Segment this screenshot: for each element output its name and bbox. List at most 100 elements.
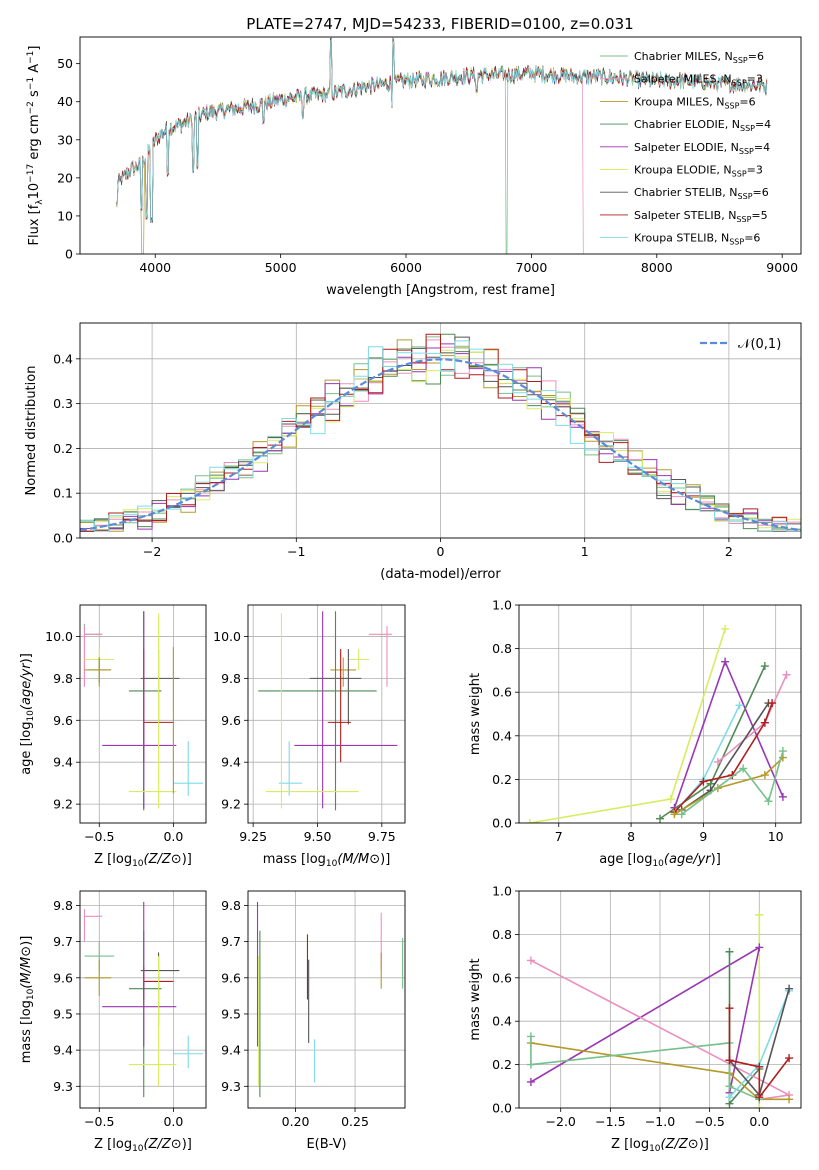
y-tick-label: 9.4 (221, 755, 241, 770)
legend-nssp: =5 (751, 209, 767, 222)
weight-marker (739, 764, 748, 773)
y-tick-label: 0.6 (492, 970, 512, 985)
label-part: (M/M⊙ (337, 852, 380, 867)
x-tick-label: −2 (143, 544, 161, 559)
y-tick-label: 0.4 (492, 728, 512, 743)
weight-line-chabrier-miles (530, 1036, 760, 1101)
weight-marker (782, 670, 791, 679)
weight-marker (760, 771, 769, 780)
errorbar-point-kroupa-miles (84, 657, 112, 687)
y-label-part: −17 (26, 164, 36, 183)
errorbar-point-kroupa-stelib (173, 741, 204, 796)
y-label-part: 10 (27, 183, 42, 200)
y-tick-label: 10.0 (45, 629, 73, 644)
label-sub: 10 (652, 859, 664, 869)
label-part: Z [log (94, 1137, 132, 1152)
y-tick-label: 0.8 (492, 641, 512, 656)
x-tick-label: 0.0 (163, 829, 183, 844)
legend-model: Chabrier MILES, N (634, 50, 733, 63)
x-tick-label: −0.5 (694, 1114, 724, 1129)
weight-marker (755, 1093, 764, 1102)
weight-marker (656, 814, 664, 823)
weight-marker (666, 795, 675, 804)
weight-marker (755, 943, 764, 952)
axes-frame (79, 322, 802, 539)
y-tick-label: 1.0 (492, 884, 512, 899)
x-tick-label: −0.5 (84, 1114, 114, 1129)
weight-marker (760, 662, 769, 671)
weight-marker (755, 910, 764, 919)
weight-marker (526, 956, 535, 965)
legend-nssp: =6 (753, 186, 769, 199)
legend-entry: Chabrier STELIB, NSSP=6 (634, 186, 769, 201)
y-tick-label: 30 (57, 132, 73, 147)
y-tick-label: 9.2 (53, 797, 73, 812)
y-tick-label: 9.6 (53, 713, 73, 728)
weight-marker (670, 810, 679, 819)
legend-entry: Chabrier ELODIE, NSSP=4 (634, 118, 771, 133)
legend-entry: Kroupa MILES, NSSP=6 (634, 95, 756, 110)
weight-marker (755, 1104, 764, 1108)
legend-sub: SSP (724, 101, 739, 110)
legend-sub: SSP (738, 192, 753, 201)
plot-area-residuals (80, 323, 801, 538)
y-tick-label: 0.4 (492, 1014, 512, 1029)
label-part: (age/yr (664, 852, 712, 867)
weight-marker (721, 657, 730, 666)
y-tick-label: 20 (57, 170, 73, 185)
legend-nssp: =4 (755, 118, 771, 131)
label-part: )] (711, 852, 721, 867)
y-tick-label: 9.8 (53, 898, 73, 913)
y-tick-label: 9.5 (53, 1006, 73, 1021)
plot-area-age-vs-mass (248, 605, 405, 823)
label-sub: 10 (649, 1144, 661, 1154)
errorbar-point-kroupa-elodie (128, 956, 177, 1087)
y-tick-label: 40 (57, 94, 73, 109)
x-tick-label: 9.50 (304, 829, 332, 844)
panel-mass-weight-vs-Z: −2.0 −1.5 −1.0 −0.5 0.0 0.0 0.2 0.4 0.6 0.8 1.0 mas… (468, 884, 802, 1154)
y-tick-label: 10 (57, 208, 73, 223)
y-axis-label: Flux [fλ10−17 erg cm−2 s−1 A−1] (26, 46, 45, 246)
y-tick-label: 10.0 (213, 629, 241, 644)
y-tick-label: 0.8 (492, 927, 512, 942)
weight-marker (785, 984, 794, 993)
weight-marker (768, 699, 777, 708)
panel-mass-vs-ebv: 0.20 0.25 9.3 9.4 9.5 9.6 9.7 9.8 E(B-V) (221, 890, 406, 1152)
axes-frame (79, 36, 802, 255)
legend-entry: Salpeter STELIB, NSSP=5 (634, 209, 768, 224)
legend-model: Kroupa ELODIE, N (634, 164, 732, 177)
panel-mass-weight-vs-age: 7 8 9 10 0.0 0.2 0.4 0.6 0.8 1.0 mass weight age [l… (468, 598, 802, 869)
plot-area-spectrum (116, 37, 768, 254)
axes-frame (79, 890, 207, 1109)
x-axis-label: E(B-V) (306, 1137, 346, 1152)
x-tick-label: −0.5 (84, 829, 114, 844)
x-axis-label: Z [log10(Z/Z⊙)] (611, 1137, 709, 1154)
y-tick-label: 9.5 (221, 1006, 241, 1021)
panel-mass-vs-Z: −0.5 0.09.39.49.59.69.79.8Z [log10(Z/Z⊙)]… (19, 890, 207, 1154)
errorbar-point-kroupa-stelib (173, 1035, 204, 1069)
weight-marker (526, 1060, 535, 1069)
histogram-kroupa-stelib (80, 340, 801, 532)
errorbar-point-kroupa-miles (84, 959, 112, 996)
x-tick-label: 7000 (516, 260, 548, 275)
label-part: )] (19, 936, 34, 946)
x-tick-label: 9000 (766, 260, 798, 275)
axes-frame (518, 890, 802, 1109)
x-tick-label: 10 (768, 829, 784, 844)
legend-nssp: =6 (748, 50, 764, 63)
y-label-part: −1 (26, 77, 36, 90)
axes-frame (247, 604, 406, 824)
label-sub: 10 (326, 859, 338, 869)
y-tick-label: 9.4 (53, 755, 73, 770)
legend-model: Chabrier STELIB, N (634, 186, 738, 199)
weight-marker (725, 1093, 734, 1102)
plot-area-mass-weight-vs-Z (519, 891, 801, 1108)
weight-marker (725, 1082, 734, 1091)
label-sub: 10 (26, 988, 36, 1000)
errorbar-point-kroupa-miles (330, 657, 357, 687)
spectrum-line-kroupa-stelib (116, 38, 768, 224)
y-label-part: λ (35, 199, 45, 205)
label-part: (age/yr (19, 662, 34, 710)
errorbar-point-kroupa-elodie (266, 613, 359, 809)
